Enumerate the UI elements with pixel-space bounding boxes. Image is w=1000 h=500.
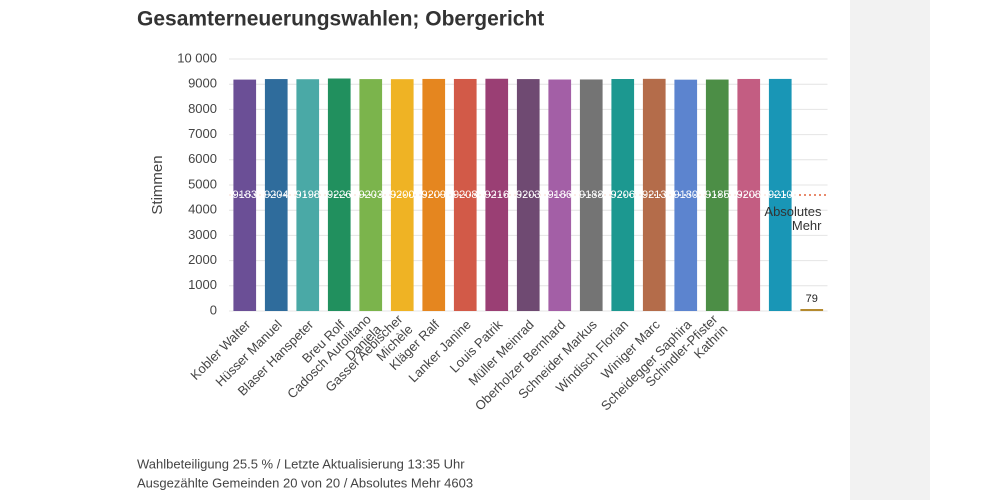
bar <box>737 78 761 311</box>
value-label: 9208 <box>737 189 761 201</box>
value-label: 9200 <box>390 189 414 201</box>
y-axis-label: Stimmen <box>149 155 166 214</box>
value-label: 9185 <box>705 189 729 201</box>
value-label: 9204 <box>264 189 288 201</box>
side-panel <box>850 0 930 500</box>
value-label: 9203 <box>516 189 540 201</box>
y-tick-label: 7000 <box>188 126 217 141</box>
value-label: 9209 <box>422 189 446 201</box>
bar <box>705 79 729 312</box>
y-tick-label: 0 <box>210 302 217 317</box>
bar <box>579 79 603 311</box>
y-tick-label: 1000 <box>188 277 217 292</box>
bar <box>485 78 509 311</box>
value-label: 9216 <box>485 189 509 201</box>
bar <box>516 79 540 311</box>
bar <box>264 79 288 311</box>
bar <box>422 78 446 311</box>
bar <box>800 309 824 312</box>
bar <box>611 79 635 312</box>
y-tick-label: 6000 <box>188 151 217 166</box>
y-tick-label: 8000 <box>188 101 217 116</box>
footer-line: Wahlbeteiligung 25.5 % / Letzte Aktualis… <box>137 456 465 471</box>
bar <box>296 79 320 311</box>
y-tick-label: 5000 <box>188 176 217 191</box>
value-label: 9198 <box>296 189 320 201</box>
y-tick-label: 3000 <box>188 227 217 242</box>
y-tick-label: 10 000 <box>177 50 217 65</box>
threshold-label: Absolutes Mehr <box>764 204 822 233</box>
footer-line: Ausgezählte Gemeinden 20 von 20 / Absolu… <box>137 475 473 490</box>
chart-title: Gesamterneuerungswahlen; Obergericht <box>137 8 544 31</box>
value-label: 9206 <box>611 189 635 201</box>
value-label: 9188 <box>579 189 603 201</box>
y-tick-label: 2000 <box>188 252 217 267</box>
value-label: 79 <box>806 293 818 305</box>
y-tick-label: 4000 <box>188 202 217 217</box>
y-tick-label: 9000 <box>188 76 217 91</box>
bar <box>390 79 414 311</box>
